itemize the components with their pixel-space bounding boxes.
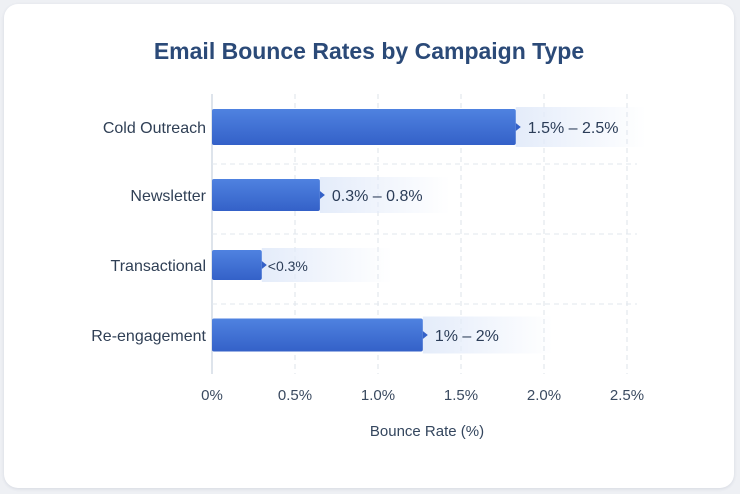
category-label: Cold Outreach [103, 120, 206, 137]
value-label: 1% – 2% [435, 328, 499, 345]
bar-pointer [515, 123, 521, 131]
x-tick-label: 0% [201, 387, 223, 404]
value-label-highlight [422, 316, 553, 354]
value-label-highlight [261, 248, 392, 282]
chart-title: Email Bounce Rates by Campaign Type [153, 38, 585, 64]
x-tick-label: 0.5% [278, 387, 312, 404]
value-label: <0.3% [268, 258, 308, 274]
bar [212, 318, 423, 352]
chart-card: Email Bounce Rates by Campaign Type 0% 0.… [4, 4, 734, 488]
bar [212, 250, 262, 280]
value-label: 1.5% – 2.5% [528, 120, 619, 137]
x-axis-label: Bounce Rate (%) [370, 423, 484, 440]
value-label: 0.3% – 0.8% [332, 188, 423, 205]
category-label: Transactional [111, 258, 206, 275]
category-label: Re-engagement [91, 328, 206, 345]
value-label-highlight [515, 107, 646, 147]
bar-pointer [261, 261, 267, 269]
x-tick-label: 2.0% [527, 387, 561, 404]
bar-pointer [319, 191, 325, 199]
x-tick-label: 2.5% [610, 387, 644, 404]
value-label-highlight [319, 177, 450, 213]
bar-pointer [422, 331, 428, 339]
x-tick-label: 1.5% [444, 387, 478, 404]
x-tick-label: 1.0% [361, 387, 395, 404]
category-label: Newsletter [130, 188, 206, 205]
bar-chart: 0% 0.5% 1.0% 1.5% 2.0% 2.5% Cold Outreach 1.5% … [91, 94, 646, 440]
bar [212, 179, 320, 211]
bar [212, 109, 516, 145]
